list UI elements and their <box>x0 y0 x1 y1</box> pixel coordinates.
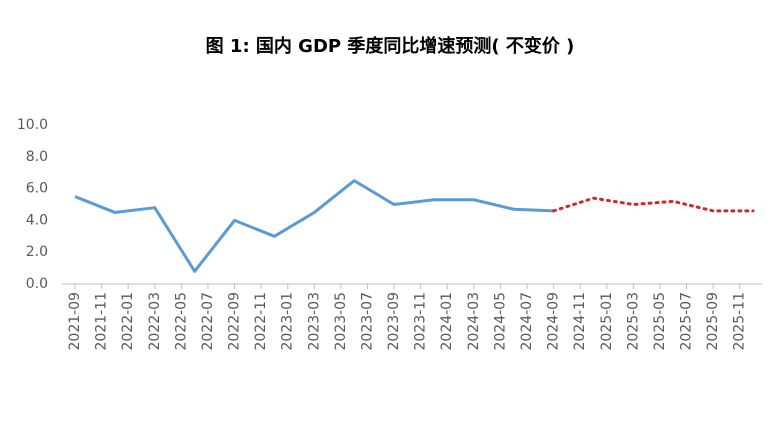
y-tick-label: 10.0 <box>17 117 48 133</box>
y-tick-label: 6.0 <box>26 181 48 197</box>
x-tick-label: 2025-05 <box>652 292 668 351</box>
x-tick-label: 2022-03 <box>147 292 163 351</box>
y-tick-label: 4.0 <box>26 212 48 228</box>
x-tick-label: 2023-11 <box>413 292 429 351</box>
x-tick-label: 2021-11 <box>94 292 110 351</box>
x-tick-label: 2025-07 <box>679 292 695 351</box>
x-tick-label: 2025-03 <box>625 292 641 351</box>
x-tick-label: 2023-07 <box>359 292 375 351</box>
x-tick-label: 2025-01 <box>599 292 615 351</box>
x-tick-label: 2022-11 <box>253 292 269 351</box>
y-tick-label: 8.0 <box>26 149 48 165</box>
x-tick-label: 2022-01 <box>120 292 136 351</box>
line <box>552 196 755 213</box>
y-tick-label: 0.0 <box>26 276 48 292</box>
x-tick-label: 2025-11 <box>732 292 748 351</box>
x-tick-label: 2024-07 <box>519 292 535 351</box>
x-tick-label: 2022-07 <box>200 292 216 351</box>
line <box>74 179 554 273</box>
x-tick-label: 2024-01 <box>439 292 455 351</box>
x-tick-label: 2025-09 <box>705 292 721 351</box>
x-tick-label: 2024-05 <box>492 292 508 351</box>
chart-title: 图 1: 国内 GDP 季度同比增速预测( 不变价 ) <box>206 35 575 57</box>
x-tick-label: 2022-09 <box>227 292 243 351</box>
y-tick-label: 2.0 <box>26 244 48 260</box>
x-tick-label: 2024-03 <box>466 292 482 351</box>
x-tick-label: 2023-01 <box>280 292 296 351</box>
x-tick-label: 2023-09 <box>386 292 402 351</box>
x-tick-label: 2022-05 <box>173 292 189 351</box>
x-tick-label: 2024-11 <box>572 292 588 351</box>
x-tick-label: 2024-09 <box>546 292 562 351</box>
x-tick-label: 2023-05 <box>333 292 349 351</box>
x-tick-label: 2023-03 <box>306 292 322 351</box>
x-tick-label: 2021-09 <box>67 292 83 351</box>
